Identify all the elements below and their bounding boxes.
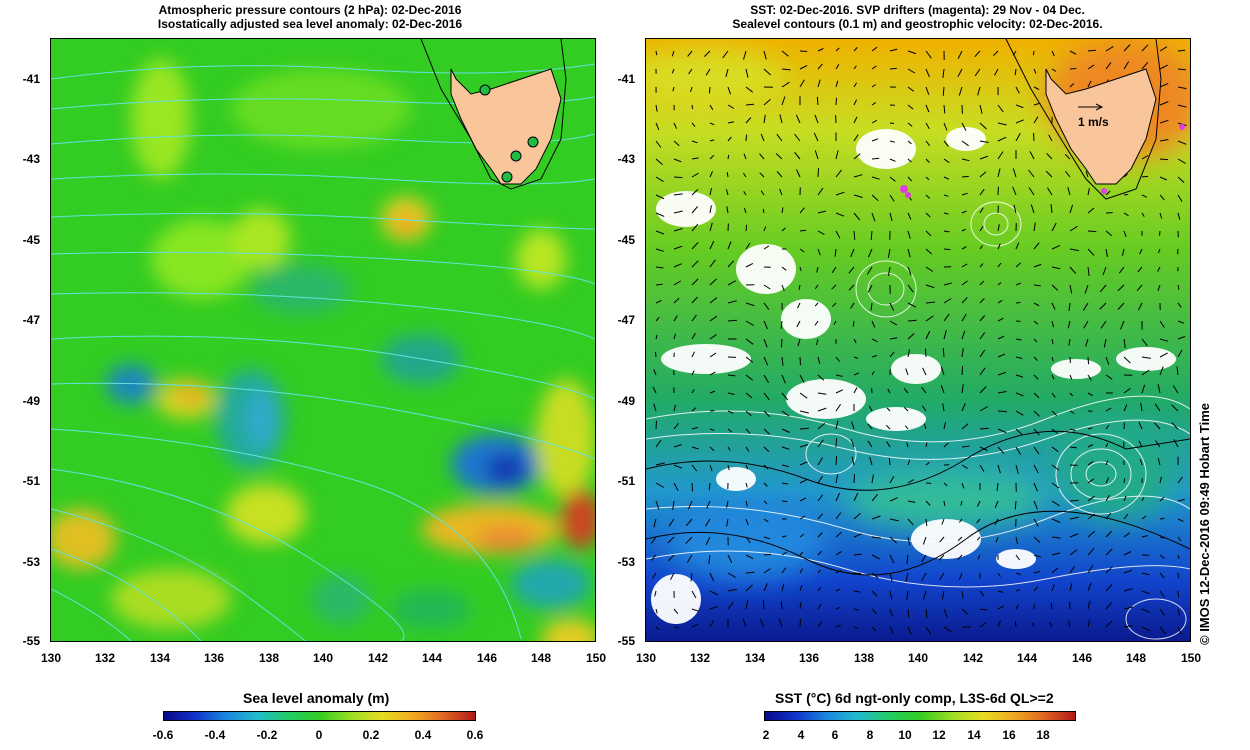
tide-gauge-marker bbox=[479, 84, 491, 96]
y-tick-label: -55 bbox=[22, 634, 40, 648]
x-tick-label: 136 bbox=[203, 651, 225, 665]
y-tick-label: -43 bbox=[22, 152, 40, 166]
y-tick-label: -41 bbox=[617, 72, 635, 86]
colorbar-tick-label: 12 bbox=[932, 728, 946, 742]
x-tick-label: 146 bbox=[1071, 651, 1093, 665]
x-tick-label: 132 bbox=[689, 651, 711, 665]
colorbar-tick-label: 0.4 bbox=[414, 728, 432, 742]
sst-colorbar-title: SST (°C) 6d ngt-only comp, L3S-6d QL>=2 bbox=[775, 690, 1054, 706]
y-tick-label: -43 bbox=[617, 152, 635, 166]
tide-gauge-marker bbox=[510, 150, 522, 162]
y-tick-label: -47 bbox=[617, 313, 635, 327]
x-tick-label: 138 bbox=[853, 651, 875, 665]
tide-gauge-marker bbox=[527, 136, 539, 148]
x-tick-label: 142 bbox=[962, 651, 984, 665]
x-tick-label: 136 bbox=[798, 651, 820, 665]
x-tick-label: 134 bbox=[744, 651, 766, 665]
y-tick-label: -41 bbox=[22, 72, 40, 86]
tide-gauge-marker bbox=[501, 171, 513, 183]
colorbar-tick-label: -0.2 bbox=[256, 728, 278, 742]
colorbar-tick-label: 0 bbox=[315, 728, 323, 742]
sst-field bbox=[646, 39, 1190, 641]
x-tick-label: 142 bbox=[367, 651, 389, 665]
x-tick-label: 134 bbox=[149, 651, 171, 665]
y-tick-label: -45 bbox=[22, 233, 40, 247]
x-tick-label: 130 bbox=[40, 651, 62, 665]
colorbar-tick-label: 2 bbox=[762, 728, 770, 742]
y-tick-label: -49 bbox=[22, 394, 40, 408]
y-tick-label: -51 bbox=[617, 474, 635, 488]
geostrophic-velocity-vectors bbox=[650, 44, 1187, 635]
colorbar-tick-label: 4 bbox=[797, 728, 805, 742]
sla-colorbar bbox=[163, 711, 476, 721]
x-tick-label: 140 bbox=[907, 651, 929, 665]
colorbar-tick-label: 18 bbox=[1036, 728, 1050, 742]
x-tick-label: 132 bbox=[94, 651, 116, 665]
y-tick-label: -55 bbox=[617, 634, 635, 648]
y-tick-label: -45 bbox=[617, 233, 635, 247]
sla-colorbar-title: Sea level anomaly (m) bbox=[243, 690, 390, 706]
sst-colorbar bbox=[764, 711, 1076, 721]
y-tick-label: -47 bbox=[22, 313, 40, 327]
sea-level-anomaly-field bbox=[51, 39, 595, 641]
sst-map bbox=[645, 38, 1191, 642]
y-tick-label: -51 bbox=[22, 474, 40, 488]
colorbar-tick-label: 8 bbox=[866, 728, 874, 742]
colorbar-tick-label: -0.4 bbox=[204, 728, 226, 742]
x-tick-label: 140 bbox=[312, 651, 334, 665]
tasmania-landmass bbox=[1045, 68, 1157, 185]
y-tick-label: -49 bbox=[617, 394, 635, 408]
x-tick-label: 148 bbox=[1125, 651, 1147, 665]
colorbar-tick-label: 16 bbox=[1002, 728, 1016, 742]
colorbar-tick-label: 14 bbox=[967, 728, 981, 742]
x-tick-label: 150 bbox=[585, 651, 607, 665]
colorbar-tick-label: 10 bbox=[898, 728, 912, 742]
colorbar-tick-label: 0.2 bbox=[362, 728, 380, 742]
x-tick-label: 148 bbox=[530, 651, 552, 665]
x-tick-label: 130 bbox=[635, 651, 657, 665]
x-tick-label: 150 bbox=[1180, 651, 1202, 665]
x-tick-label: 138 bbox=[258, 651, 280, 665]
colorbar-tick-label: -0.6 bbox=[152, 728, 174, 742]
velocity-scale-label: 1 m/s bbox=[1078, 115, 1109, 129]
y-tick-label: -53 bbox=[22, 555, 40, 569]
colorbar-tick-label: 0.6 bbox=[466, 728, 484, 742]
right-title-line1: SST: 02-Dec-2016. SVP drifters (magenta)… bbox=[750, 3, 1085, 17]
sea-level-anomaly-map bbox=[50, 38, 596, 642]
svp-drifters bbox=[900, 124, 1185, 198]
x-tick-label: 144 bbox=[421, 651, 443, 665]
x-tick-label: 144 bbox=[1016, 651, 1038, 665]
imos-credit: © IMOS 12-Dec-2016 09:49 Hobart Time bbox=[1197, 403, 1212, 645]
x-tick-label: 146 bbox=[476, 651, 498, 665]
colorbar-tick-label: 6 bbox=[831, 728, 839, 742]
y-tick-label: -53 bbox=[617, 555, 635, 569]
left-title-line2: Isostatically adjusted sea level anomaly… bbox=[157, 17, 463, 31]
cloud-mask bbox=[651, 127, 1176, 624]
right-title-line2: Sealevel contours (0.1 m) and geostrophi… bbox=[732, 17, 1103, 31]
left-title-line1: Atmospheric pressure contours (2 hPa): 0… bbox=[158, 3, 462, 17]
